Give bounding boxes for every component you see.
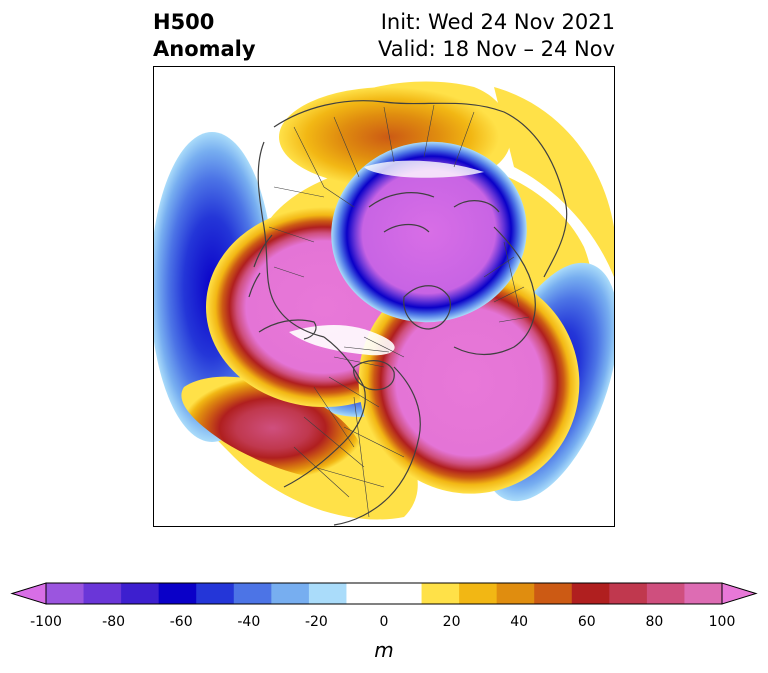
- colorbar-tick-label: -80: [102, 614, 126, 630]
- border-europe: [483, 241, 530, 323]
- colorbar-extend-max: [721, 582, 758, 605]
- border-canada: [333, 336, 405, 368]
- colorbar-segment: [459, 583, 498, 604]
- border-asia-1: [293, 104, 475, 208]
- colorbar-segment: [158, 583, 197, 604]
- colorbar-segment: [46, 583, 85, 604]
- colorbar: [10, 582, 758, 605]
- colorbar-tick-label: 40: [510, 614, 529, 630]
- colorbar-segment: [421, 583, 460, 604]
- colorbar-segment: [496, 583, 535, 604]
- colorbar-extend-min: [10, 582, 47, 605]
- chart-subtitle: Init: Wed 24 Nov 2021 Valid: 18 Nov – 24…: [378, 9, 615, 63]
- colorbar-segment: [83, 583, 122, 604]
- coast-greenland: [403, 285, 451, 330]
- border-asia-2: [268, 186, 325, 278]
- colorbar-segment: [196, 583, 235, 604]
- coast-asia-east: [257, 141, 325, 338]
- colorbar-frame: [45, 582, 723, 605]
- colorbar-tick-label: -20: [304, 614, 328, 630]
- zero-gap-1: [289, 325, 395, 356]
- north-pacific-high: [181, 376, 364, 480]
- colorbar-segment: [384, 583, 423, 604]
- coast-north-america-east: [333, 366, 421, 526]
- coast-eurasia-north: [273, 100, 568, 278]
- colorbar-tick-label: -100: [30, 614, 62, 630]
- colorbar-segment: [346, 583, 385, 604]
- positive-band-arc-east: [494, 87, 614, 277]
- coast-alaska: [258, 319, 317, 340]
- colorbar-tick-label: 0: [379, 614, 389, 630]
- title-line2: Anomaly: [153, 37, 256, 61]
- coast-hudson: [353, 360, 395, 391]
- coast-japan: [248, 234, 273, 298]
- colorbar-segment: [233, 583, 272, 604]
- colorbar-segment: [646, 583, 685, 604]
- colorbar-tick-label: -60: [169, 614, 193, 630]
- colorbar-tick-label: -40: [237, 614, 261, 630]
- colorbar-segment: [571, 583, 610, 604]
- colorbar-segment: [534, 583, 573, 604]
- border-north-america: [293, 376, 405, 518]
- borders: [268, 104, 530, 518]
- coastlines: [248, 100, 568, 526]
- valid-text: Valid: 18 Nov – 24 Nov: [378, 37, 615, 61]
- colorbar-segment: [684, 583, 723, 604]
- title-line1: H500: [153, 10, 215, 34]
- colorbar-segment: [121, 583, 160, 604]
- colorbar-segment: [609, 583, 648, 604]
- colorbar-tick-label: 80: [645, 614, 664, 630]
- chart-title: H500 Anomaly: [153, 9, 256, 63]
- coast-europe: [453, 226, 536, 356]
- coast-north-america-west: [283, 336, 366, 488]
- siberia-high: [358, 270, 580, 494]
- zero-gap-2: [364, 160, 484, 178]
- colorbar-tick-label: 60: [577, 614, 596, 630]
- coast-arctic-islands: [368, 192, 500, 233]
- init-text: Init: Wed 24 Nov 2021: [380, 10, 615, 34]
- colorbar-tick-label: 100: [708, 614, 736, 630]
- colorbar-unit: m: [374, 638, 394, 662]
- colorbar-tick-label: 20: [442, 614, 461, 630]
- colorbar-segment: [308, 583, 347, 604]
- colorbar-segment: [271, 583, 310, 604]
- map-svg: [154, 81, 614, 526]
- anomaly-map: [153, 66, 615, 527]
